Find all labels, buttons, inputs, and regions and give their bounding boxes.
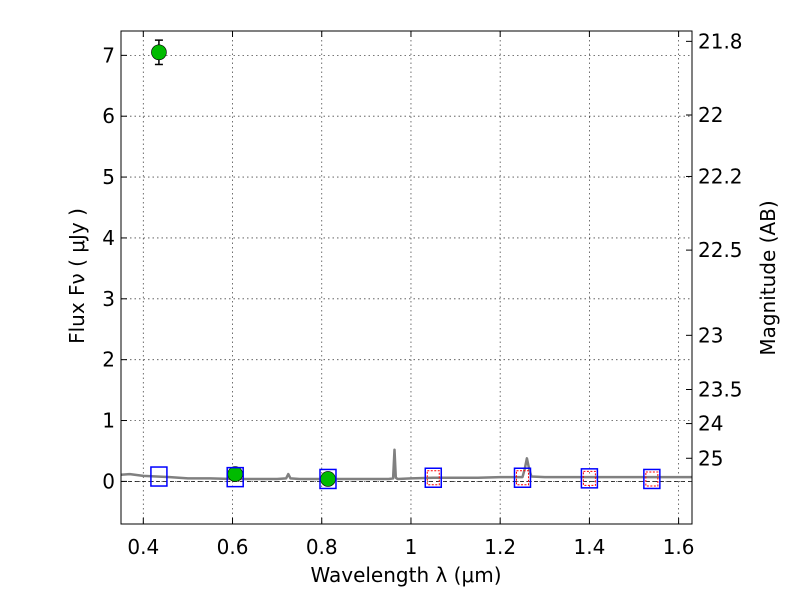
right-tick-label: 22 xyxy=(698,103,723,127)
upper-limit-square xyxy=(645,471,659,487)
model-flux-square xyxy=(513,467,532,488)
observed-flux-point xyxy=(320,471,336,487)
x-tick-label: 1.4 xyxy=(573,535,605,559)
x-tick-label: 0.8 xyxy=(306,535,338,559)
y-tick-label: 6 xyxy=(102,104,115,128)
model-flux-square xyxy=(580,468,599,489)
x-axis-label: Wavelength λ (μm) xyxy=(310,563,501,587)
right-tick-label: 21.8 xyxy=(698,29,743,53)
observed-flux-point xyxy=(227,466,243,482)
model-flux-square xyxy=(424,467,443,488)
y-axis-label-left: Flux Fν ( μJy ) xyxy=(65,208,89,344)
y-tick-label: 0 xyxy=(102,469,115,493)
y-tick-label: 4 xyxy=(102,226,115,250)
y-tick-label: 3 xyxy=(102,287,115,311)
right-tick-label: 23.5 xyxy=(698,377,743,401)
right-tick-label: 23 xyxy=(698,323,723,347)
model-flux-square xyxy=(319,468,337,490)
grid-layer xyxy=(121,31,692,524)
x-tick-label: 0.6 xyxy=(217,535,249,559)
spectrum-layer xyxy=(120,448,692,482)
upper-limit-square xyxy=(426,470,440,486)
x-tick-label: 1.2 xyxy=(484,535,516,559)
right-tick-label: 22.5 xyxy=(698,238,743,262)
model-flux-square xyxy=(150,466,168,487)
model-flux-square xyxy=(226,466,244,488)
tick-layer: 0.4 0.6 0.8 1 1.2 1.4 1.60123456721.82222.222.… xyxy=(102,29,742,559)
upper-limit-square xyxy=(515,470,529,486)
right-tick-label: 25 xyxy=(698,446,723,470)
y-tick-label: 1 xyxy=(102,409,115,433)
x-tick-label: 1.6 xyxy=(663,535,695,559)
marker-layer xyxy=(150,39,661,490)
x-tick-label: 0.4 xyxy=(127,535,159,559)
y-tick-label: 7 xyxy=(102,43,115,67)
spectrum-line xyxy=(120,448,692,481)
y-tick-label: 5 xyxy=(102,165,115,189)
y-tick-label: 2 xyxy=(102,348,115,372)
right-tick-label: 22.2 xyxy=(698,164,743,188)
y-axis-label-right: Magnitude (AB) xyxy=(756,200,780,355)
right-tick-label: 24 xyxy=(698,412,723,436)
upper-limit-square xyxy=(582,470,596,486)
plot-frame xyxy=(120,30,693,525)
model-flux-square xyxy=(643,468,661,490)
x-tick-label: 1 xyxy=(405,535,418,559)
observed-flux-point xyxy=(151,44,167,61)
